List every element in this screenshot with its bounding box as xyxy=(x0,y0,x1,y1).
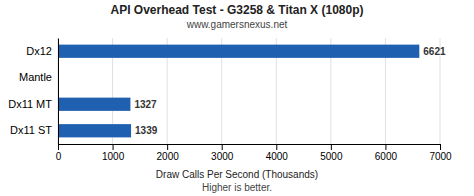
y-tick: Mantle xyxy=(19,71,52,83)
title: API Overhead Test - G3258 & Titan X (108… xyxy=(111,3,364,17)
x-tick-mark xyxy=(167,144,168,150)
x-tick: 0 xyxy=(56,144,62,162)
data-labels: 6621 1327 1339 xyxy=(134,46,446,137)
x-tick-label: 1000 xyxy=(102,151,125,162)
data-label: 1327 xyxy=(134,99,157,110)
x-tick: 7000 xyxy=(429,144,452,162)
x-tick-mark xyxy=(331,144,332,150)
annotation: Higher is better. xyxy=(202,182,272,193)
chart-svg: 01000200030004000500060007000Dx12MantleD… xyxy=(0,0,474,196)
bars xyxy=(58,45,419,138)
x-tick-mark xyxy=(385,144,386,150)
plot-area: 01000200030004000500060007000Dx12MantleD… xyxy=(8,38,452,162)
x-tick-label: 6000 xyxy=(375,151,398,162)
bar xyxy=(58,98,130,111)
x-tick: 5000 xyxy=(320,144,343,162)
bar xyxy=(58,124,131,137)
y-axis-line xyxy=(58,39,59,145)
data-label: 1339 xyxy=(135,125,158,136)
y-tick: Dx12 xyxy=(26,45,52,57)
x-tick-label: 0 xyxy=(56,151,62,162)
x-tick: 1000 xyxy=(102,144,125,162)
bar xyxy=(58,45,419,58)
y-tick-label: Dx12 xyxy=(26,45,52,57)
x-axis-title: Draw Calls Per Second (Thousands) xyxy=(156,169,318,180)
y-tick: Dx11 ST xyxy=(10,124,52,136)
x-axis-line xyxy=(59,145,441,151)
grid-line xyxy=(58,38,59,144)
data-label: 6621 xyxy=(423,46,446,57)
x-tick: 2000 xyxy=(157,144,180,162)
chart-container: 01000200030004000500060007000Dx12MantleD… xyxy=(0,0,474,196)
x-tick-mark xyxy=(222,144,223,150)
x-tick-mark xyxy=(440,144,441,150)
x-tick-label: 4000 xyxy=(266,151,289,162)
x-tick: 3000 xyxy=(211,144,234,162)
x-tick-mark xyxy=(276,144,277,150)
y-tick-label: Mantle xyxy=(19,71,52,83)
x-tick-label: 5000 xyxy=(320,151,343,162)
x-axis: 0 1000 2000 3000 4000 5000 6000 7000 xyxy=(56,144,452,162)
grid xyxy=(58,38,440,144)
y-axis: Dx12 Mantle Dx11 MT Dx11 ST xyxy=(8,39,58,145)
x-tick-label: 2000 xyxy=(157,151,180,162)
x-tick: 6000 xyxy=(375,144,398,162)
y-tick-label: Dx11 ST xyxy=(10,124,52,136)
y-tick-label: Dx11 MT xyxy=(8,98,52,110)
x-tick-mark xyxy=(113,144,114,150)
x-tick-label: 3000 xyxy=(211,151,234,162)
x-tick-mark xyxy=(58,144,59,150)
x-tick: 4000 xyxy=(266,144,289,162)
y-tick: Dx11 MT xyxy=(8,98,52,110)
subtitle: www.gamersnexus.net xyxy=(186,19,288,30)
x-tick-label: 7000 xyxy=(429,151,452,162)
